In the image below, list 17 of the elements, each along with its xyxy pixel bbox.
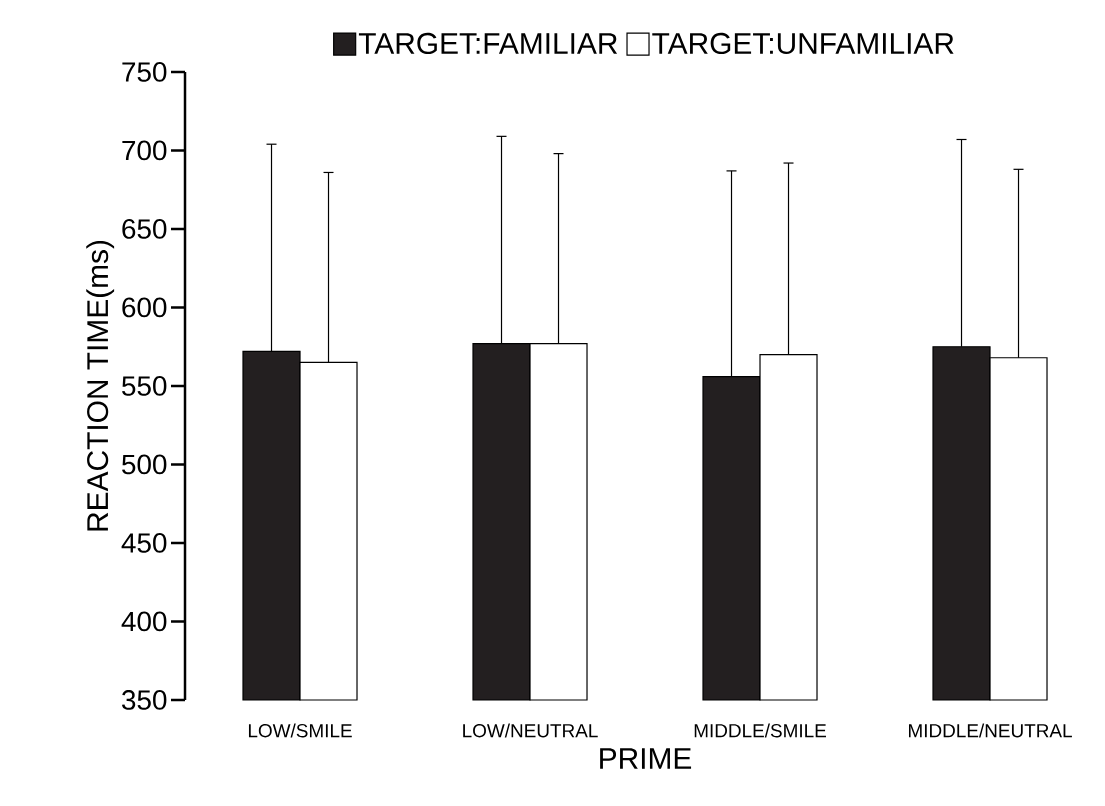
x-tick-label: LOW/NEUTRAL xyxy=(463,723,598,738)
y-tick-label: 350 xyxy=(122,690,167,710)
y-tick-label: 700 xyxy=(122,140,167,161)
y-tick-label: 450 xyxy=(121,533,167,553)
y-tick-label: 600 xyxy=(122,297,167,318)
legend-label: TARGET:UNFAMILIAR xyxy=(652,32,954,55)
y-tick-label: 400 xyxy=(121,611,167,632)
x-axis-title: PRIME xyxy=(600,748,692,769)
y-axis-title: REACTION TIME(ms) xyxy=(86,240,115,531)
x-tick-label: MIDDLE/SMILE xyxy=(694,723,826,738)
legend-label: TARGET:FAMILIAR xyxy=(358,32,618,55)
y-tick-label: 550 xyxy=(122,376,167,396)
x-tick-label: MIDDLE/NEUTRAL xyxy=(908,723,1072,738)
y-tick-label: 750 xyxy=(122,62,167,82)
y-tick-label: 650 xyxy=(122,219,167,239)
y-tick-label: 500 xyxy=(122,454,167,475)
x-tick-label: LOW/SMILE xyxy=(248,723,352,738)
